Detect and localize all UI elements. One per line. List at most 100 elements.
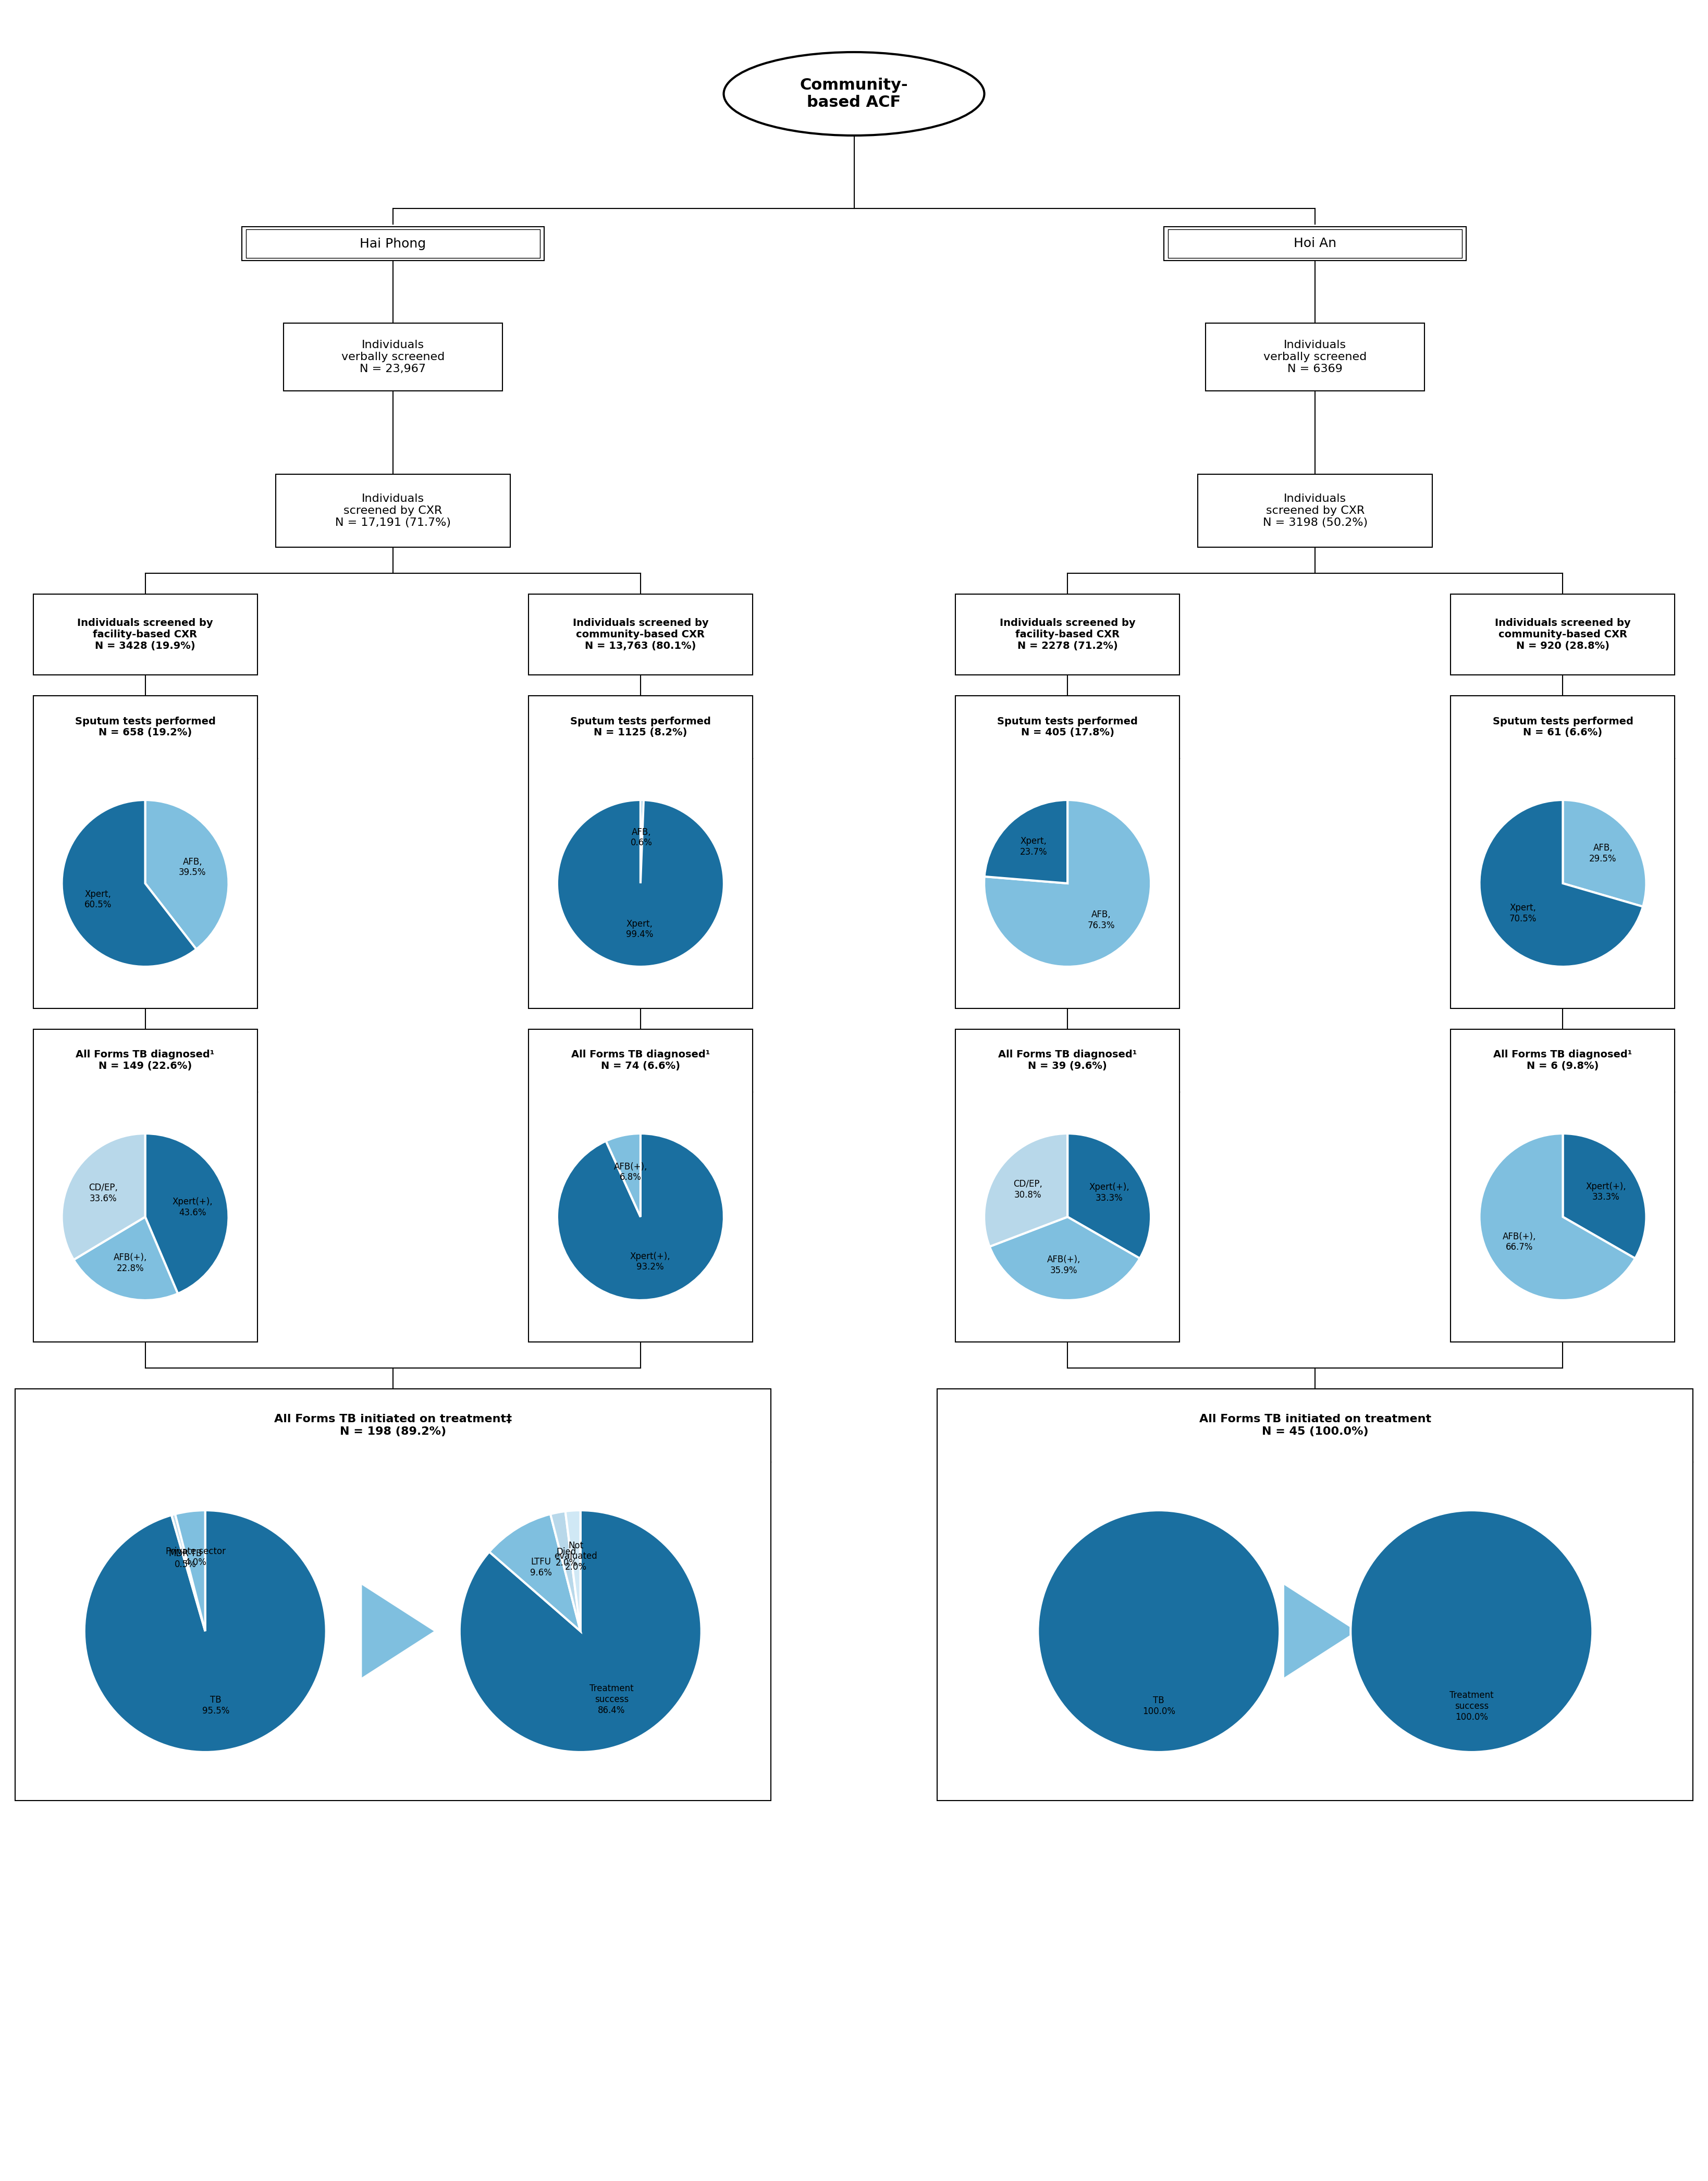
Text: Sputum tests performed
N = 405 (17.8%): Sputum tests performed N = 405 (17.8%) bbox=[997, 715, 1138, 737]
Text: All Forms TB diagnosed¹
N = 39 (9.6%): All Forms TB diagnosed¹ N = 39 (9.6%) bbox=[997, 1049, 1138, 1071]
FancyBboxPatch shape bbox=[938, 1389, 1693, 1802]
Wedge shape bbox=[984, 800, 1151, 966]
Wedge shape bbox=[606, 1134, 641, 1217]
Text: AFB,
0.6%: AFB, 0.6% bbox=[630, 827, 652, 848]
Text: AFB(+),
66.7%: AFB(+), 66.7% bbox=[1503, 1232, 1535, 1252]
FancyBboxPatch shape bbox=[1206, 323, 1424, 390]
Text: AFB,
29.5%: AFB, 29.5% bbox=[1588, 844, 1616, 864]
Wedge shape bbox=[1479, 800, 1643, 966]
FancyBboxPatch shape bbox=[15, 1389, 770, 1802]
Text: Sputum tests performed
N = 1125 (8.2%): Sputum tests performed N = 1125 (8.2%) bbox=[570, 715, 711, 737]
Wedge shape bbox=[84, 1509, 326, 1751]
Text: Xpert,
99.4%: Xpert, 99.4% bbox=[627, 918, 652, 940]
Text: TB
100.0%: TB 100.0% bbox=[1143, 1697, 1175, 1716]
Text: Individuals
verbally screened
N = 6369: Individuals verbally screened N = 6369 bbox=[1264, 340, 1366, 375]
FancyBboxPatch shape bbox=[1165, 227, 1465, 260]
Polygon shape bbox=[362, 1583, 434, 1677]
Wedge shape bbox=[145, 800, 229, 949]
Text: AFB(+),
6.8%: AFB(+), 6.8% bbox=[613, 1162, 647, 1182]
Wedge shape bbox=[61, 1134, 145, 1261]
FancyBboxPatch shape bbox=[955, 696, 1180, 1008]
FancyBboxPatch shape bbox=[1450, 1029, 1676, 1341]
Polygon shape bbox=[1284, 1583, 1356, 1677]
FancyBboxPatch shape bbox=[32, 696, 258, 1008]
Wedge shape bbox=[989, 1217, 1139, 1300]
Text: All Forms TB initiated on treatment
N = 45 (100.0%): All Forms TB initiated on treatment N = … bbox=[1199, 1413, 1431, 1437]
Text: All Forms TB diagnosed¹
N = 149 (22.6%): All Forms TB diagnosed¹ N = 149 (22.6%) bbox=[75, 1049, 215, 1071]
Text: Xpert,
60.5%: Xpert, 60.5% bbox=[84, 890, 111, 909]
Wedge shape bbox=[488, 1514, 581, 1631]
Wedge shape bbox=[984, 1134, 1068, 1248]
Text: Xpert,
23.7%: Xpert, 23.7% bbox=[1020, 838, 1047, 857]
Text: Community-
based ACF: Community- based ACF bbox=[799, 79, 909, 109]
Text: AFB(+),
22.8%: AFB(+), 22.8% bbox=[113, 1252, 147, 1274]
FancyBboxPatch shape bbox=[1168, 229, 1462, 257]
Text: All Forms TB diagnosed¹
N = 74 (6.6%): All Forms TB diagnosed¹ N = 74 (6.6%) bbox=[570, 1049, 711, 1071]
FancyBboxPatch shape bbox=[243, 227, 543, 260]
FancyBboxPatch shape bbox=[1450, 593, 1676, 674]
Wedge shape bbox=[557, 1134, 724, 1300]
Wedge shape bbox=[61, 800, 196, 966]
Text: Treatment
success
86.4%: Treatment success 86.4% bbox=[589, 1684, 634, 1714]
Text: CD/EP,
30.8%: CD/EP, 30.8% bbox=[1013, 1180, 1042, 1200]
Text: LTFU
9.6%: LTFU 9.6% bbox=[529, 1557, 552, 1577]
Text: Individuals screened by
community-based CXR
N = 13,763 (80.1%): Individuals screened by community-based … bbox=[572, 617, 709, 650]
Text: Individuals
screened by CXR
N = 3198 (50.2%): Individuals screened by CXR N = 3198 (50… bbox=[1262, 493, 1368, 528]
Wedge shape bbox=[1479, 1134, 1635, 1300]
Wedge shape bbox=[1068, 1134, 1151, 1258]
Wedge shape bbox=[171, 1514, 205, 1631]
FancyBboxPatch shape bbox=[32, 1029, 258, 1341]
Wedge shape bbox=[176, 1509, 205, 1631]
Text: TB
95.5%: TB 95.5% bbox=[202, 1695, 229, 1716]
FancyBboxPatch shape bbox=[955, 593, 1180, 674]
FancyBboxPatch shape bbox=[284, 323, 502, 390]
Text: Xpert(+),
43.6%: Xpert(+), 43.6% bbox=[173, 1197, 214, 1217]
Wedge shape bbox=[1351, 1509, 1592, 1751]
Text: Not
evaluated
2.0%: Not evaluated 2.0% bbox=[553, 1540, 598, 1573]
Text: Hoi An: Hoi An bbox=[1293, 238, 1337, 251]
Text: AFB(+),
35.9%: AFB(+), 35.9% bbox=[1047, 1254, 1081, 1276]
FancyBboxPatch shape bbox=[1450, 696, 1676, 1008]
Text: Individuals screened by
community-based CXR
N = 920 (28.8%): Individuals screened by community-based … bbox=[1495, 617, 1631, 650]
Wedge shape bbox=[145, 1134, 229, 1293]
Wedge shape bbox=[1563, 800, 1647, 907]
Text: All Forms TB diagnosed¹
N = 6 (9.8%): All Forms TB diagnosed¹ N = 6 (9.8%) bbox=[1493, 1049, 1633, 1071]
Wedge shape bbox=[550, 1511, 581, 1631]
Text: Died
2.0%: Died 2.0% bbox=[555, 1549, 577, 1568]
FancyBboxPatch shape bbox=[528, 593, 753, 674]
Text: Treatment
success
100.0%: Treatment success 100.0% bbox=[1450, 1690, 1493, 1721]
FancyBboxPatch shape bbox=[32, 593, 258, 674]
Text: Private sector
4.0%: Private sector 4.0% bbox=[166, 1546, 225, 1566]
Wedge shape bbox=[1038, 1509, 1279, 1751]
Text: Individuals screened by
facility-based CXR
N = 2278 (71.2%): Individuals screened by facility-based C… bbox=[999, 617, 1136, 650]
FancyBboxPatch shape bbox=[528, 696, 753, 1008]
Text: Xpert(+),
93.2%: Xpert(+), 93.2% bbox=[630, 1252, 671, 1272]
FancyBboxPatch shape bbox=[1197, 473, 1433, 547]
Text: Xpert(+),
33.3%: Xpert(+), 33.3% bbox=[1587, 1182, 1626, 1202]
Wedge shape bbox=[565, 1509, 581, 1631]
Wedge shape bbox=[557, 800, 724, 966]
Text: Hai Phong: Hai Phong bbox=[360, 238, 425, 251]
FancyBboxPatch shape bbox=[528, 1029, 753, 1341]
Text: AFB,
39.5%: AFB, 39.5% bbox=[179, 857, 207, 877]
Wedge shape bbox=[641, 800, 644, 883]
Text: Individuals
screened by CXR
N = 17,191 (71.7%): Individuals screened by CXR N = 17,191 (… bbox=[335, 493, 451, 528]
Text: MDR-TB
0.5%: MDR-TB 0.5% bbox=[169, 1549, 202, 1568]
Text: CD/EP,
33.6%: CD/EP, 33.6% bbox=[89, 1182, 118, 1204]
Wedge shape bbox=[1563, 1134, 1647, 1258]
Wedge shape bbox=[459, 1509, 702, 1751]
Text: Individuals
verbally screened
N = 23,967: Individuals verbally screened N = 23,967 bbox=[342, 340, 444, 375]
Wedge shape bbox=[984, 800, 1068, 883]
Text: Xpert(+),
33.3%: Xpert(+), 33.3% bbox=[1090, 1182, 1129, 1202]
Wedge shape bbox=[73, 1217, 178, 1300]
Text: Sputum tests performed
N = 658 (19.2%): Sputum tests performed N = 658 (19.2%) bbox=[75, 715, 215, 737]
Text: Xpert,
70.5%: Xpert, 70.5% bbox=[1510, 903, 1537, 923]
Text: Individuals screened by
facility-based CXR
N = 3428 (19.9%): Individuals screened by facility-based C… bbox=[77, 617, 214, 650]
FancyBboxPatch shape bbox=[275, 473, 511, 547]
Text: Sputum tests performed
N = 61 (6.6%): Sputum tests performed N = 61 (6.6%) bbox=[1493, 715, 1633, 737]
Text: AFB,
76.3%: AFB, 76.3% bbox=[1088, 909, 1115, 931]
FancyBboxPatch shape bbox=[246, 229, 540, 257]
Ellipse shape bbox=[724, 52, 984, 135]
Text: All Forms TB initiated on treatment‡
N = 198 (89.2%): All Forms TB initiated on treatment‡ N =… bbox=[273, 1413, 512, 1437]
FancyBboxPatch shape bbox=[955, 1029, 1180, 1341]
